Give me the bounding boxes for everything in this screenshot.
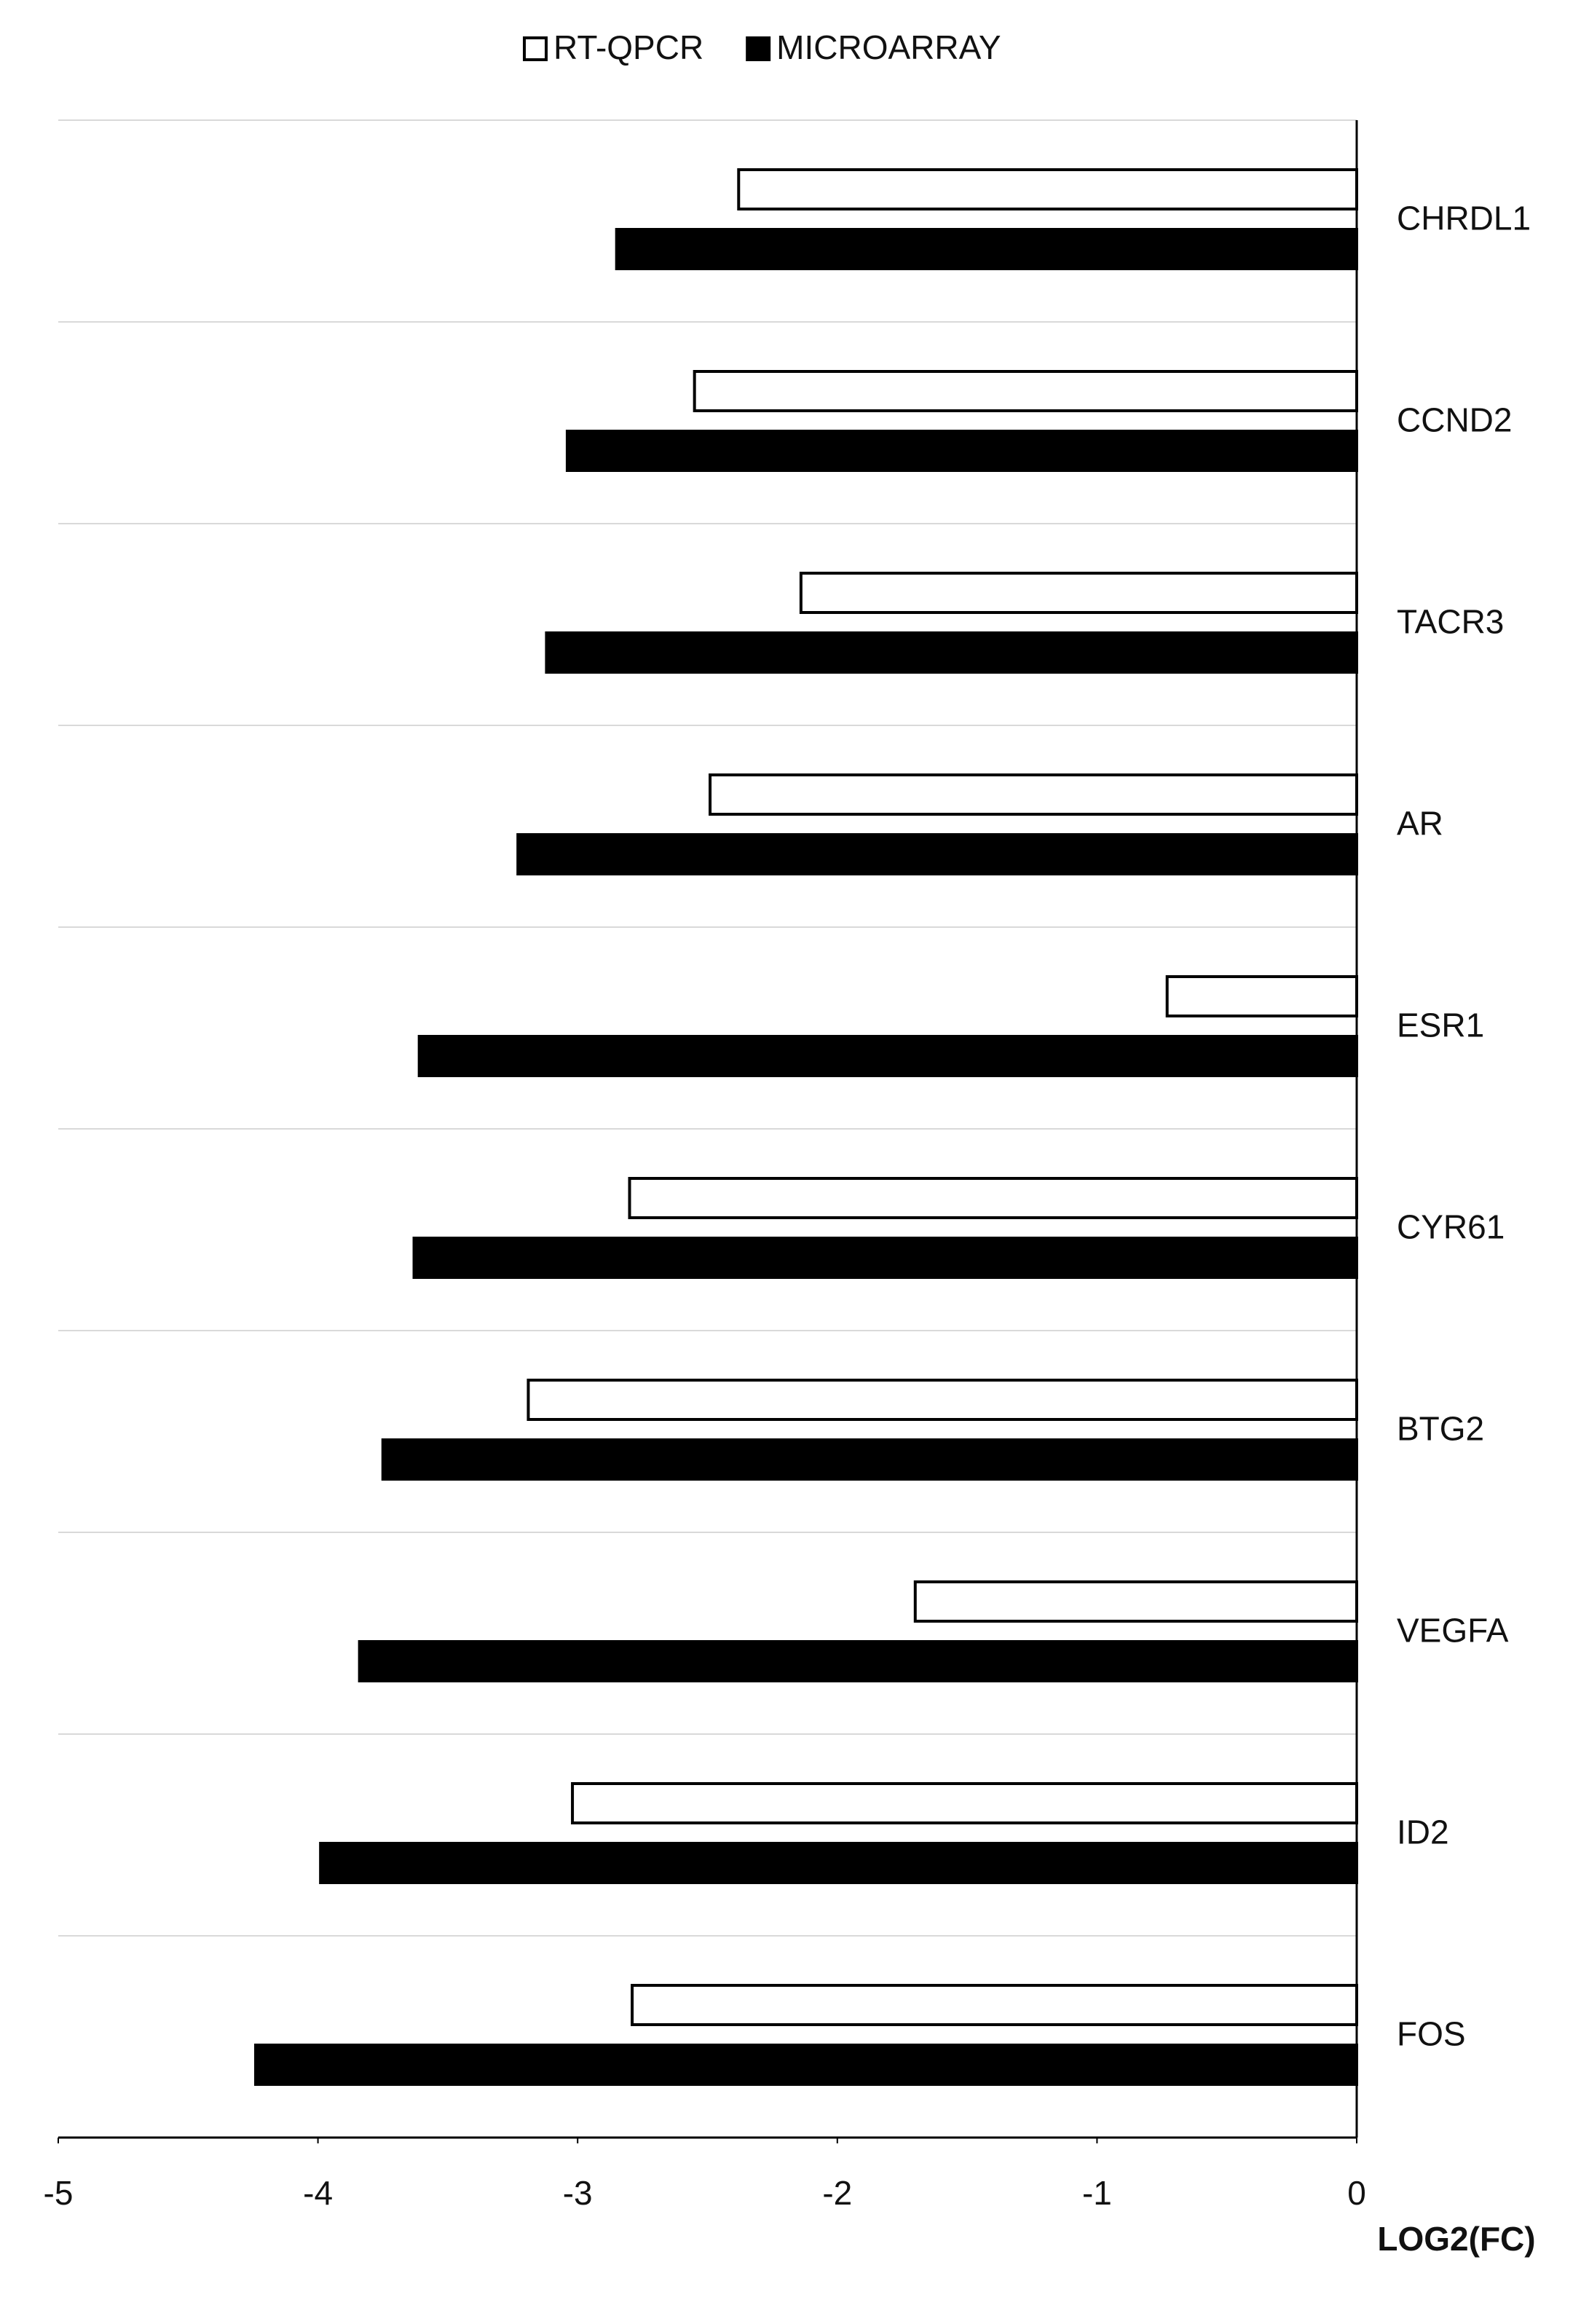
x-tick-label: -3 bbox=[563, 2174, 593, 2212]
bar bbox=[737, 168, 1358, 210]
x-tick-label: -5 bbox=[44, 2174, 74, 2212]
bar bbox=[319, 1842, 1358, 1884]
bar bbox=[412, 1237, 1358, 1279]
y-tick-label: ID2 bbox=[1397, 1813, 1449, 1851]
x-tick-label: 0 bbox=[1347, 2174, 1366, 2212]
bar bbox=[417, 1035, 1359, 1077]
legend-swatch bbox=[523, 36, 548, 61]
bar bbox=[799, 572, 1358, 614]
bar bbox=[527, 1379, 1358, 1421]
bar bbox=[254, 2044, 1358, 2086]
y-tick-label: CHRDL1 bbox=[1397, 200, 1531, 237]
bar bbox=[631, 1984, 1358, 2026]
bar bbox=[615, 228, 1358, 270]
x-tick-label: -4 bbox=[303, 2174, 333, 2212]
bar bbox=[709, 773, 1358, 816]
bar bbox=[545, 631, 1359, 674]
bar bbox=[358, 1640, 1358, 1682]
y-tick-label: TACR3 bbox=[1397, 603, 1504, 641]
bar bbox=[516, 833, 1358, 875]
x-tick-label: -1 bbox=[1082, 2174, 1112, 2212]
y-tick-label: VEGFA bbox=[1397, 1612, 1509, 1650]
legend-label: RT-QPCR bbox=[553, 28, 703, 66]
bar bbox=[381, 1438, 1358, 1481]
bar bbox=[628, 1177, 1358, 1219]
bar bbox=[571, 1782, 1358, 1824]
y-tick-label: CYR61 bbox=[1397, 1208, 1505, 1246]
y-tick-label: FOS bbox=[1397, 2015, 1466, 2053]
legend-swatch bbox=[746, 36, 771, 61]
y-tick-label: ESR1 bbox=[1397, 1007, 1484, 1044]
bar bbox=[1165, 975, 1358, 1017]
bar bbox=[913, 1580, 1358, 1623]
y-tick-label: AR bbox=[1397, 805, 1443, 843]
x-axis-label: LOG2(FC) bbox=[1377, 2220, 1535, 2258]
y-tick-label: BTG2 bbox=[1397, 1410, 1484, 1448]
bar bbox=[693, 370, 1358, 412]
x-tick-label: -2 bbox=[822, 2174, 852, 2212]
y-tick-label: CCND2 bbox=[1397, 401, 1512, 439]
legend-label: MICROARRAY bbox=[776, 28, 1001, 66]
bar bbox=[565, 430, 1358, 472]
